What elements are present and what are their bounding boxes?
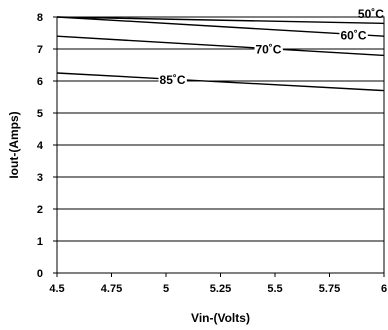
y-tick-label: 0 xyxy=(37,268,43,280)
series-label-background xyxy=(254,42,283,57)
y-tick-labels: 0 1 2 3 4 5 6 7 8 xyxy=(37,12,44,280)
x-tick-label: 5.5 xyxy=(267,283,282,295)
y-tick-label: 6 xyxy=(37,76,43,88)
y-tick-label: 4 xyxy=(37,140,44,152)
series-label: 70˚C xyxy=(255,43,281,57)
series-line xyxy=(56,16,385,25)
x-tick-label: 5.25 xyxy=(210,283,231,295)
x-tick-label: 5.75 xyxy=(319,283,340,295)
series-line xyxy=(56,16,385,37)
y-tick-label: 3 xyxy=(37,172,43,184)
grid xyxy=(53,16,385,277)
series-line xyxy=(56,35,385,57)
y-tick-label: 2 xyxy=(37,204,43,216)
y-tick-label: 8 xyxy=(37,12,43,24)
series-label: 85˚C xyxy=(160,73,186,87)
series-label: 60˚C xyxy=(340,28,366,42)
x-tick-label: 6 xyxy=(381,283,387,295)
series-label-background xyxy=(356,7,386,22)
plot-frame xyxy=(56,16,385,274)
x-tick-label: 5 xyxy=(163,283,169,295)
y-tick-label: 7 xyxy=(37,44,43,56)
series-labels: 50˚C 60˚C 70˚C 85˚C xyxy=(158,7,386,88)
x-tick-label: 4.5 xyxy=(49,283,64,295)
y-axis-title: Iout-(Amps) xyxy=(7,111,21,178)
x-axis-title: Vin-(Volts) xyxy=(191,311,250,325)
series-label-background xyxy=(158,73,187,88)
y-tick-label: 1 xyxy=(37,236,43,248)
series-lines xyxy=(56,16,385,92)
x-tick-label: 4.75 xyxy=(101,283,122,295)
x-tick-labels: 4.5 4.75 5 5.25 5.5 5.75 6 xyxy=(49,283,387,295)
series-label: 50˚C xyxy=(358,7,384,21)
series-line xyxy=(56,72,385,92)
y-tick-label: 5 xyxy=(37,108,43,120)
series-label-background xyxy=(339,28,368,43)
